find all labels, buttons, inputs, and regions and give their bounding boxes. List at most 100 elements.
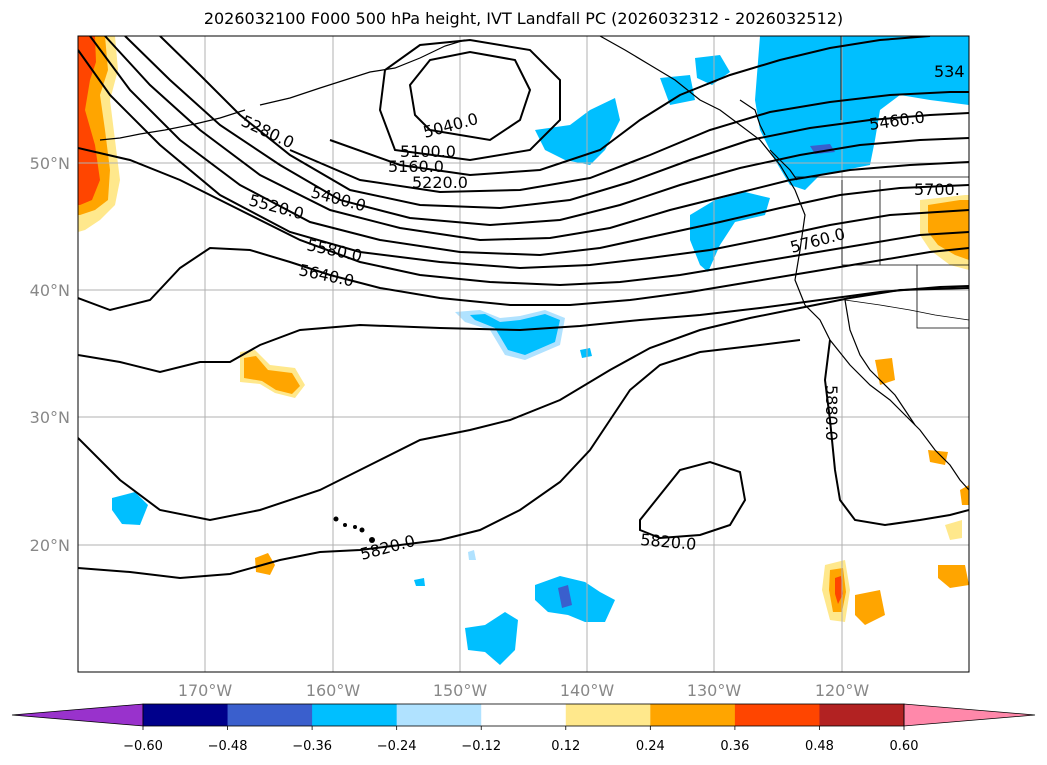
coastline-bc-islands (739, 99, 766, 136)
colorbar: −0.60 −0.48 −0.36 −0.24 −0.12 0.12 0.24 0.36 0.4… (11, 703, 1036, 754)
colorbar-tick-label: 0.60 (890, 739, 919, 754)
colorbar-segment (396, 704, 482, 726)
colorbar-tick-label: −0.60 (123, 739, 163, 754)
coastline-aleutians (99, 109, 246, 141)
contour-label-5160: 5160.0 (388, 157, 444, 176)
contour-5340 (124, 36, 969, 227)
map-frame (77, 35, 970, 673)
contour-label-5820-east: 5820.0 (640, 530, 697, 554)
colorbar-extend-low (11, 703, 144, 727)
height-contours (78, 36, 969, 580)
coastlines (99, 36, 969, 491)
lon-label-130w: 130°W (687, 681, 742, 700)
lon-label-160w: 160°W (306, 681, 361, 700)
colorbar-tick-label: −0.24 (377, 739, 417, 754)
anomaly-150w-core (470, 314, 560, 355)
coastline-alaska-south (599, 36, 969, 491)
contour-5700 (78, 285, 969, 374)
colorbar-tick-label: 0.12 (551, 739, 580, 754)
colorbar-segment (650, 704, 736, 726)
longitude-labels: 170°W 160°W 150°W 140°W 130°W 120°W (178, 681, 870, 700)
anomaly-alaska-small-2 (660, 75, 695, 105)
contour-5520 (78, 49, 969, 270)
anomaly-southeast-2 (855, 590, 885, 625)
anomaly-east-coast-core (928, 200, 969, 260)
contour-5880 (823, 339, 969, 527)
contour-5220 (289, 91, 969, 194)
border-state-3 (916, 265, 969, 329)
colorbar-segment (819, 704, 905, 726)
colorbar-segment (565, 704, 651, 726)
colorbar-segment (312, 704, 398, 726)
lat-label-30n: 30°N (30, 408, 70, 427)
anomaly-small-2 (414, 578, 425, 586)
map-area: 5040.0 5100.0 5160.0 5220.0 5280.0 5400.… (78, 36, 969, 672)
contour-label-5880: 5880.0 (822, 385, 841, 441)
anomaly-175w (112, 492, 148, 525)
coastline-baja (844, 299, 916, 426)
island-big-island (369, 537, 375, 543)
lon-label-120w: 120°W (815, 681, 870, 700)
colorbar-tick-label: −0.36 (292, 739, 332, 754)
lon-label-140w: 140°W (560, 681, 615, 700)
lon-label-150w: 150°W (433, 681, 488, 700)
contour-label-5700: 5700. (914, 180, 960, 199)
lon-label-170w: 170°W (178, 681, 233, 700)
border-us-mexico (844, 299, 969, 321)
anomaly-baja (875, 358, 895, 385)
contour-5100 (378, 38, 561, 162)
contour-5820-west (78, 339, 801, 580)
contour-label-5220: 5220.0 (412, 173, 468, 192)
contour-5280 (159, 36, 969, 210)
contour-5640 (78, 246, 969, 312)
anomaly-small-1 (580, 348, 592, 358)
island-oahu (343, 523, 347, 527)
island-kauai (333, 516, 339, 522)
border-state-1 (841, 180, 969, 266)
colorbar-ticks: −0.60 −0.48 −0.36 −0.24 −0.12 0.12 0.24 0.36 0.4… (123, 726, 918, 754)
colorbar-segment (143, 704, 229, 726)
lat-label-20n: 20°N (30, 536, 70, 555)
negative-anomaly-fills (112, 36, 969, 665)
borders (795, 36, 969, 329)
coastline-vancouver-island (769, 149, 798, 181)
island-maui (359, 527, 365, 533)
contour-5160 (329, 36, 931, 177)
contour-5400 (104, 36, 969, 242)
colorbar-segment (481, 704, 567, 726)
anomaly-145w (535, 98, 620, 165)
anomaly-135w (690, 192, 770, 272)
colorbar-segment (734, 704, 820, 726)
anomaly-small-3 (468, 550, 476, 560)
anomaly-140w-south (535, 576, 615, 622)
anomaly-southeast-3 (938, 565, 969, 588)
colorbar-tick-label: 0.36 (720, 739, 749, 754)
anomaly-southeast-1-peak (835, 576, 843, 604)
hawaii-islands (333, 516, 375, 543)
anomaly-170w-blob-core (244, 356, 300, 394)
colorbar-segment (227, 704, 313, 726)
contour-5580 (78, 147, 969, 287)
plot-title: 2026032100 F000 500 hPa height, IVT Land… (203, 9, 844, 28)
contour-5460 (89, 36, 969, 257)
anomaly-mexico-2 (960, 485, 969, 505)
coastline-alaska-peninsula (259, 39, 466, 106)
contour-label-534: 534 (934, 62, 965, 81)
latitude-labels: 50°N 40°N 30°N 20°N (30, 154, 70, 555)
colorbar-outline (142, 703, 905, 727)
contour-label-5100: 5100.0 (400, 142, 456, 161)
colorbar-tick-label: 0.48 (805, 739, 834, 754)
colorbar-tick-label: −0.48 (208, 739, 248, 754)
contour-5040 (408, 50, 532, 142)
lat-label-40n: 40°N (30, 281, 70, 300)
anomaly-150w-south (465, 612, 518, 665)
anomaly-140w-south-core (558, 585, 572, 608)
anomaly-mexico (928, 450, 948, 465)
contour-5820-loop (639, 460, 747, 540)
anomaly-gulf-alaska (755, 36, 969, 190)
colorbar-segments (11, 703, 1036, 727)
island-molokai (353, 525, 357, 529)
colorbar-tick-label: 0.24 (636, 739, 665, 754)
colorbar-tick-label: −0.12 (461, 739, 501, 754)
